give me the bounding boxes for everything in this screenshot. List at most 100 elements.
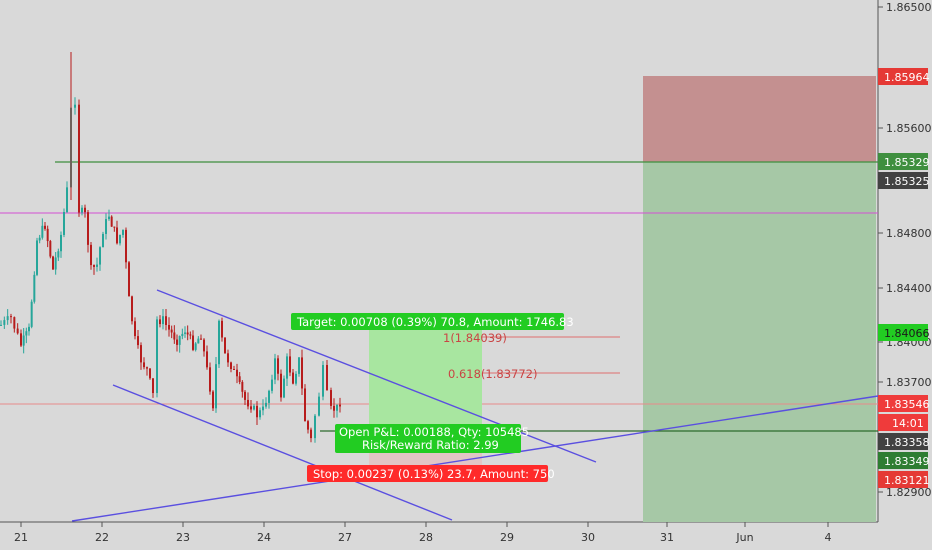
- candle-body: [168, 324, 170, 330]
- candle-body: [146, 367, 148, 369]
- target-label-box[interactable]: [291, 313, 564, 330]
- countdown-label: 14:01: [892, 417, 924, 430]
- candle-body: [322, 365, 324, 397]
- candlestick-series: [0, 52, 341, 443]
- candle-body: [125, 229, 127, 263]
- price-badge-label: 1.83546: [884, 398, 930, 411]
- candle-body: [152, 378, 154, 394]
- stop-loss-zone[interactable]: [643, 76, 876, 162]
- y-tick-label: 1.84800: [886, 227, 932, 240]
- candle-body: [63, 212, 65, 235]
- candle-body: [259, 410, 261, 418]
- price-badge: [878, 324, 928, 341]
- price-badge: [878, 172, 928, 189]
- candle-body: [244, 391, 246, 400]
- candle-body: [326, 365, 328, 391]
- open-pnl-label: Open P&L: 0.00188, Qty: 105485: [339, 425, 529, 439]
- candle-body: [102, 233, 104, 248]
- candle-body: [22, 335, 25, 346]
- candle-body: [286, 356, 288, 379]
- candle-body: [60, 234, 62, 252]
- candle-body: [13, 317, 16, 329]
- candle-body: [203, 339, 205, 352]
- candle-body: [233, 369, 235, 371]
- candle-body: [301, 357, 303, 389]
- x-tick-label: 28: [419, 531, 433, 544]
- candle-body: [38, 237, 41, 241]
- candle-body: [295, 373, 297, 384]
- candle-body: [134, 321, 136, 337]
- candle-body: [330, 390, 332, 406]
- price-badge-label: 1.85964: [884, 71, 930, 84]
- candle-body: [162, 316, 164, 325]
- candle-body: [268, 390, 270, 403]
- candle-body: [110, 216, 113, 227]
- channel-upper-trendline[interactable]: [156, 289, 597, 463]
- price-badge-label: 1.84066: [884, 327, 930, 340]
- risk-reward-label: Risk/Reward Ratio: 2.99: [362, 438, 499, 452]
- candle-body: [122, 229, 124, 235]
- price-badge: [878, 433, 928, 450]
- channel-lower-trendline[interactable]: [112, 384, 453, 521]
- fib-level-1-label: 1(1.84039): [443, 331, 507, 345]
- candle-body: [318, 396, 320, 416]
- candle-body: [292, 372, 294, 384]
- candle-body: [250, 406, 252, 410]
- candle-body: [262, 406, 264, 411]
- candle-body: [46, 228, 49, 242]
- price-badge-label: 1.85329: [884, 156, 930, 169]
- rising-trendline[interactable]: [71, 395, 879, 522]
- y-tick-label: 1.84400: [886, 282, 932, 295]
- candle-body: [140, 345, 142, 363]
- x-tick-label: 24: [257, 531, 271, 544]
- candle-body: [247, 399, 249, 407]
- x-tick-label: 23: [176, 531, 190, 544]
- candle-body: [271, 379, 273, 391]
- candle-body: [0, 324, 2, 326]
- candle-body: [238, 376, 241, 382]
- candle-body: [28, 326, 30, 332]
- candle-body: [20, 333, 22, 346]
- candle-body: [277, 358, 279, 374]
- candle-body: [143, 362, 145, 368]
- candle-body: [224, 337, 226, 354]
- candle-body: [184, 332, 186, 334]
- candle-body: [78, 104, 80, 213]
- x-tick-label: 29: [500, 531, 514, 544]
- candle-body: [113, 226, 116, 228]
- candle-body: [197, 338, 200, 344]
- price-badge: [878, 471, 928, 488]
- pnl-label-box[interactable]: [335, 424, 521, 453]
- candle-body: [30, 301, 33, 327]
- stop-label-box[interactable]: [307, 465, 548, 482]
- candle-body: [181, 333, 184, 337]
- x-tick-label: 4: [825, 531, 832, 544]
- candle-body: [215, 364, 217, 409]
- candle-body: [241, 381, 244, 392]
- candle-body: [33, 274, 36, 302]
- candle-body: [200, 338, 202, 340]
- candle-body: [119, 234, 121, 244]
- y-tick-label: 1.82900: [886, 486, 932, 499]
- profit-zone[interactable]: [643, 162, 876, 522]
- candle-body: [128, 262, 130, 297]
- candle-body: [57, 251, 60, 258]
- candle-body: [212, 391, 214, 409]
- price-badge: [878, 153, 928, 170]
- candle-body: [206, 351, 208, 368]
- candle-body: [274, 358, 276, 380]
- candle-body: [81, 207, 83, 213]
- candle-body: [3, 320, 6, 325]
- candle-body: [314, 415, 316, 439]
- candle-body: [108, 216, 110, 220]
- candle-body: [131, 296, 133, 322]
- candle-body: [336, 404, 338, 411]
- price-badge: [878, 452, 928, 469]
- candle-body: [218, 320, 220, 365]
- x-axis: 21 22 23 24 27 28 29 30 31 Jun 4: [14, 522, 832, 544]
- candle-body: [194, 343, 197, 350]
- x-tick-label: 27: [338, 531, 352, 544]
- candle-body: [149, 368, 151, 379]
- candle-body: [159, 319, 161, 325]
